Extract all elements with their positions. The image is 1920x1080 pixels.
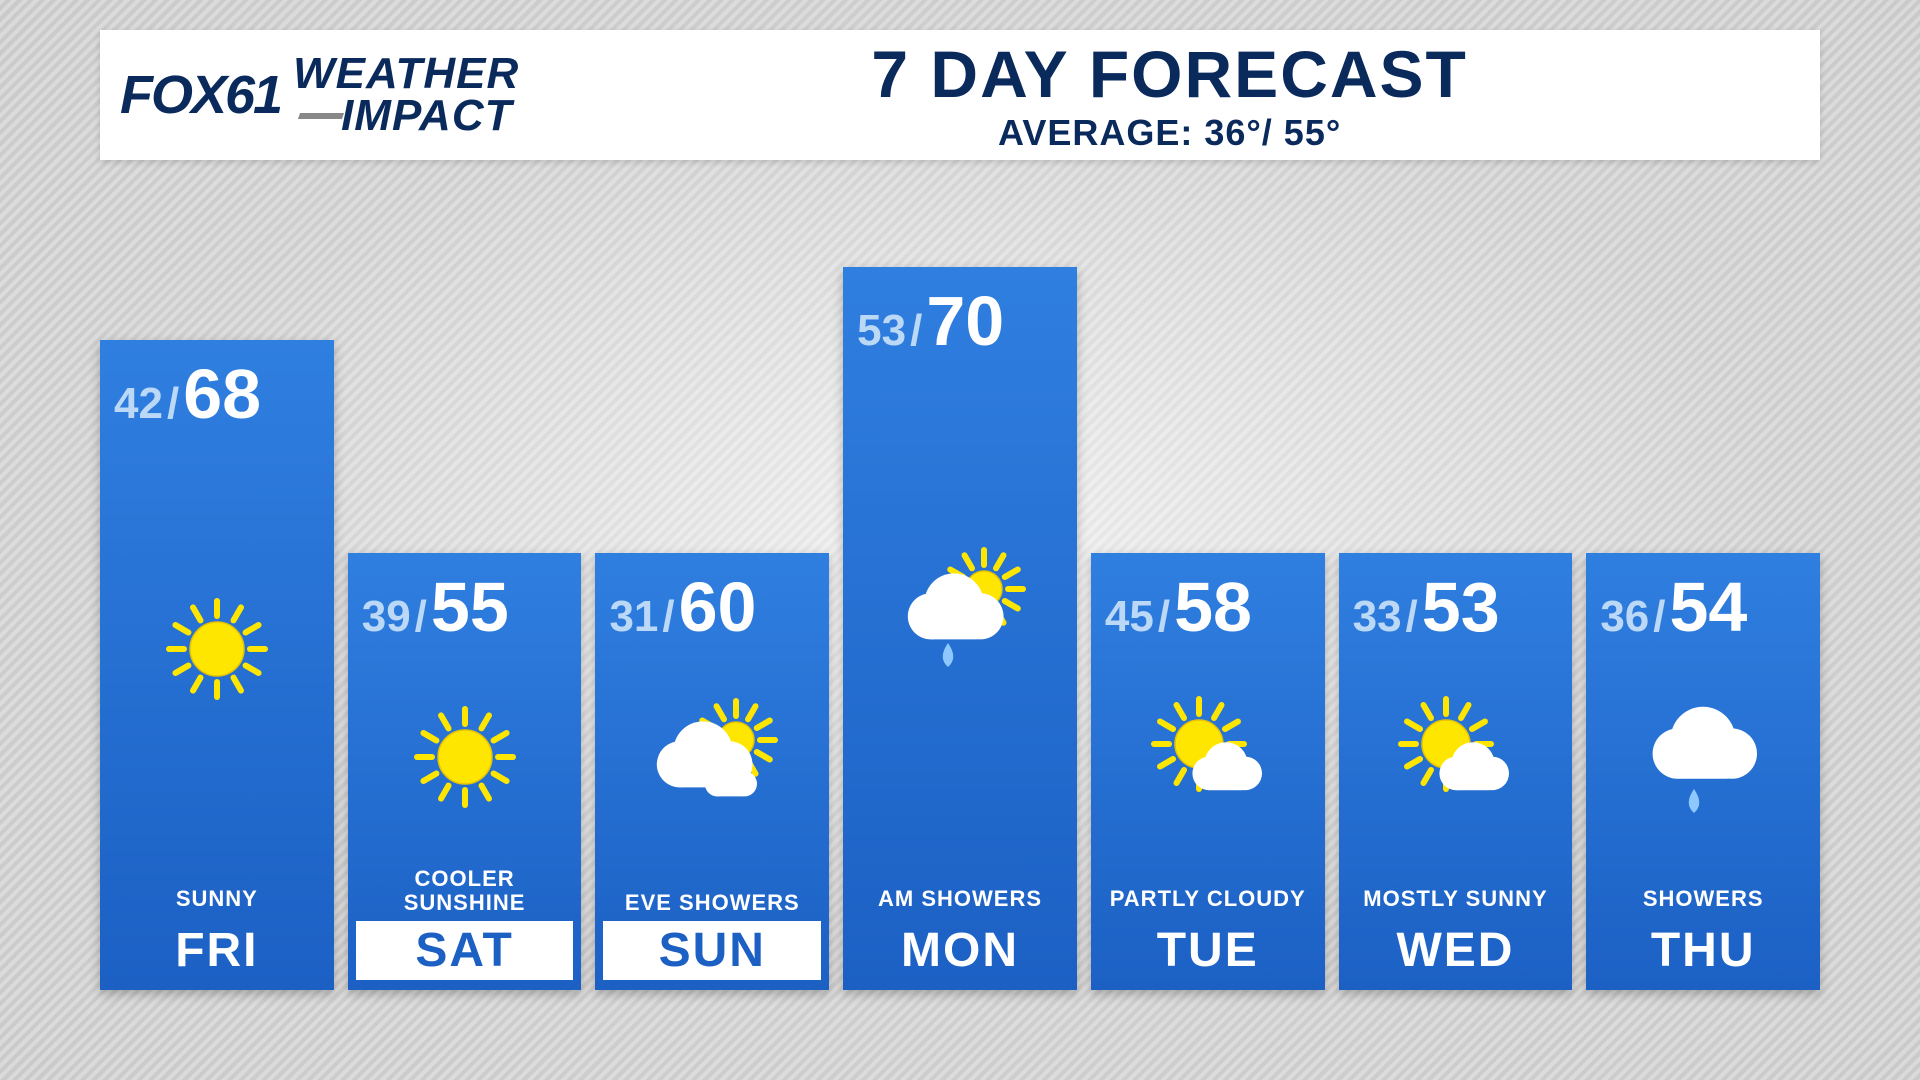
condition-label: PARTLY CLOUDY <box>1091 865 1325 917</box>
condition-label: COOLER SUNSHINE <box>348 867 582 921</box>
weather-icon <box>595 647 829 869</box>
temp-low: 45 <box>1105 592 1154 642</box>
weather-icon <box>100 434 334 865</box>
temp-high: 53 <box>1422 567 1500 647</box>
temp-high: 54 <box>1670 567 1748 647</box>
temp-slash: / <box>662 592 674 642</box>
temp-range: 33/53 <box>1339 553 1573 647</box>
temp-high: 58 <box>1174 567 1252 647</box>
temp-slash: / <box>1653 592 1665 642</box>
temp-low: 53 <box>857 306 906 356</box>
temp-range: 53/70 <box>843 267 1077 361</box>
forecast-day-bar: 39/55 COOLER SUNSHINESAT <box>348 553 582 990</box>
temp-low: 42 <box>114 379 163 429</box>
temp-slash: / <box>910 306 922 356</box>
weather-icon <box>1586 647 1820 865</box>
temp-low: 31 <box>609 592 658 642</box>
temp-slash: / <box>415 592 427 642</box>
temp-range: 36/54 <box>1586 553 1820 647</box>
temp-range: 39/55 <box>348 553 582 647</box>
temp-high: 70 <box>926 281 1004 361</box>
temp-high: 60 <box>679 567 757 647</box>
logo-line2: IMPACT <box>293 95 519 137</box>
temp-low: 39 <box>362 592 411 642</box>
forecast-day-bar: 53/70 AM SHOWERSMON <box>843 267 1077 990</box>
weather-icon <box>1339 647 1573 865</box>
temp-range: 45/58 <box>1091 553 1325 647</box>
temp-low: 36 <box>1600 592 1649 642</box>
temp-range: 42/68 <box>100 340 334 434</box>
weather-icon <box>843 361 1077 865</box>
logo-line1: WEATHER <box>293 53 519 95</box>
condition-label: SHOWERS <box>1586 865 1820 917</box>
temp-slash: / <box>1406 592 1418 642</box>
station-logo: FOX61 WEATHER IMPACT <box>100 53 519 137</box>
forecast-day-bar: 36/54 SHOWERSTHU <box>1586 553 1820 990</box>
temp-low: 33 <box>1353 592 1402 642</box>
day-abbrev: FRI <box>100 917 334 990</box>
day-abbrev: THU <box>1586 917 1820 990</box>
condition-label: EVE SHOWERS <box>595 869 829 921</box>
condition-label: MOSTLY SUNNY <box>1339 865 1573 917</box>
forecast-day-bar: 45/58 PARTLY CLOUDYTUE <box>1091 553 1325 990</box>
forecast-day-bar: 42/68 SUNNYFRI <box>100 340 334 990</box>
forecast-subtitle: AVERAGE: 36°/ 55° <box>519 112 1820 154</box>
forecast-day-bar: 31/60 EVE SHOWERSSUN <box>595 553 829 990</box>
temp-range: 31/60 <box>595 553 829 647</box>
condition-label: AM SHOWERS <box>843 865 1077 917</box>
weather-icon <box>1091 647 1325 865</box>
forecast-day-bar: 33/53 MOSTLY SUNNYWED <box>1339 553 1573 990</box>
weather-impact-logo: WEATHER IMPACT <box>293 53 519 137</box>
forecast-title: 7 DAY FORECAST <box>519 36 1820 112</box>
header-bar: FOX61 WEATHER IMPACT 7 DAY FORECAST AVER… <box>100 30 1820 160</box>
day-abbrev: MON <box>843 917 1077 990</box>
temp-high: 68 <box>183 354 261 434</box>
condition-label: SUNNY <box>100 865 334 917</box>
day-abbrev: SUN <box>603 921 821 980</box>
temp-high: 55 <box>431 567 509 647</box>
temp-slash: / <box>167 379 179 429</box>
day-abbrev: TUE <box>1091 917 1325 990</box>
day-abbrev: SAT <box>356 921 574 980</box>
network-logo-text: FOX61 <box>120 68 281 122</box>
weather-icon <box>348 647 582 867</box>
title-block: 7 DAY FORECAST AVERAGE: 36°/ 55° <box>519 36 1820 154</box>
temp-slash: / <box>1158 592 1170 642</box>
day-abbrev: WED <box>1339 917 1573 990</box>
forecast-bar-chart: 42/68SUNNYFRI39/55COOLER SUNSHINESAT31/6… <box>100 195 1820 990</box>
